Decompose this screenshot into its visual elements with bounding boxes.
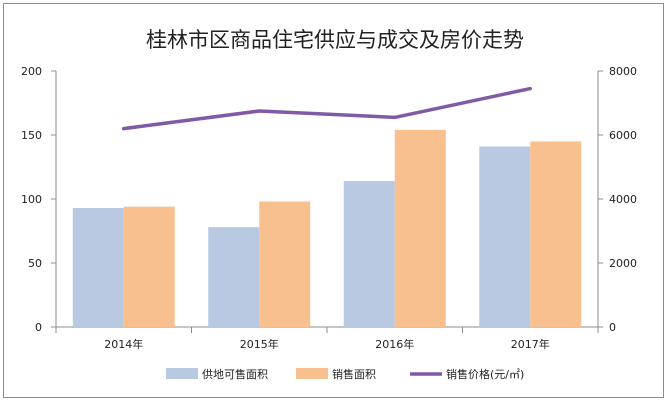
y-left-tick-label: 0 [35, 321, 42, 334]
y-left-tick-label: 50 [28, 257, 42, 270]
y-right-tick-label: 0 [609, 321, 616, 334]
legend-swatch-0 [166, 368, 198, 379]
y-left-tick-label: 100 [21, 193, 42, 206]
legend-label-0: 供地可售面积 [202, 367, 268, 381]
y-right-tick-label: 6000 [609, 129, 637, 142]
bar-sales-3 [530, 141, 582, 327]
bar-supply-3 [479, 146, 531, 327]
y-right-tick-label: 4000 [609, 193, 637, 206]
legend-swatch-1 [296, 368, 328, 379]
chart-title: 桂林市区商品住宅供应与成交及房价走势 [146, 28, 524, 52]
x-tick-label: 2016年 [375, 337, 414, 351]
bar-sales-0 [123, 206, 175, 327]
y-right-tick-label: 8000 [609, 65, 637, 78]
x-tick-label: 2017年 [511, 337, 550, 351]
y-right-tick-label: 2000 [609, 257, 637, 270]
bar-sales-1 [259, 201, 311, 327]
bar-supply-1 [208, 227, 260, 327]
legend: 供地可售面积 销售面积 销售价格(元/㎡) [166, 367, 524, 381]
bar-sales-2 [394, 129, 446, 327]
y-left-tick-label: 200 [21, 65, 42, 78]
x-tick-label: 2015年 [240, 337, 279, 351]
legend-label-2: 销售价格(元/㎡) [446, 367, 524, 381]
x-tick-label: 2014年 [104, 337, 143, 351]
bar-supply-2 [343, 181, 395, 327]
price-line [122, 86, 532, 131]
y-left-tick-label: 150 [21, 129, 42, 142]
bar-supply-0 [72, 207, 124, 327]
legend-label-1: 销售面积 [332, 367, 376, 381]
